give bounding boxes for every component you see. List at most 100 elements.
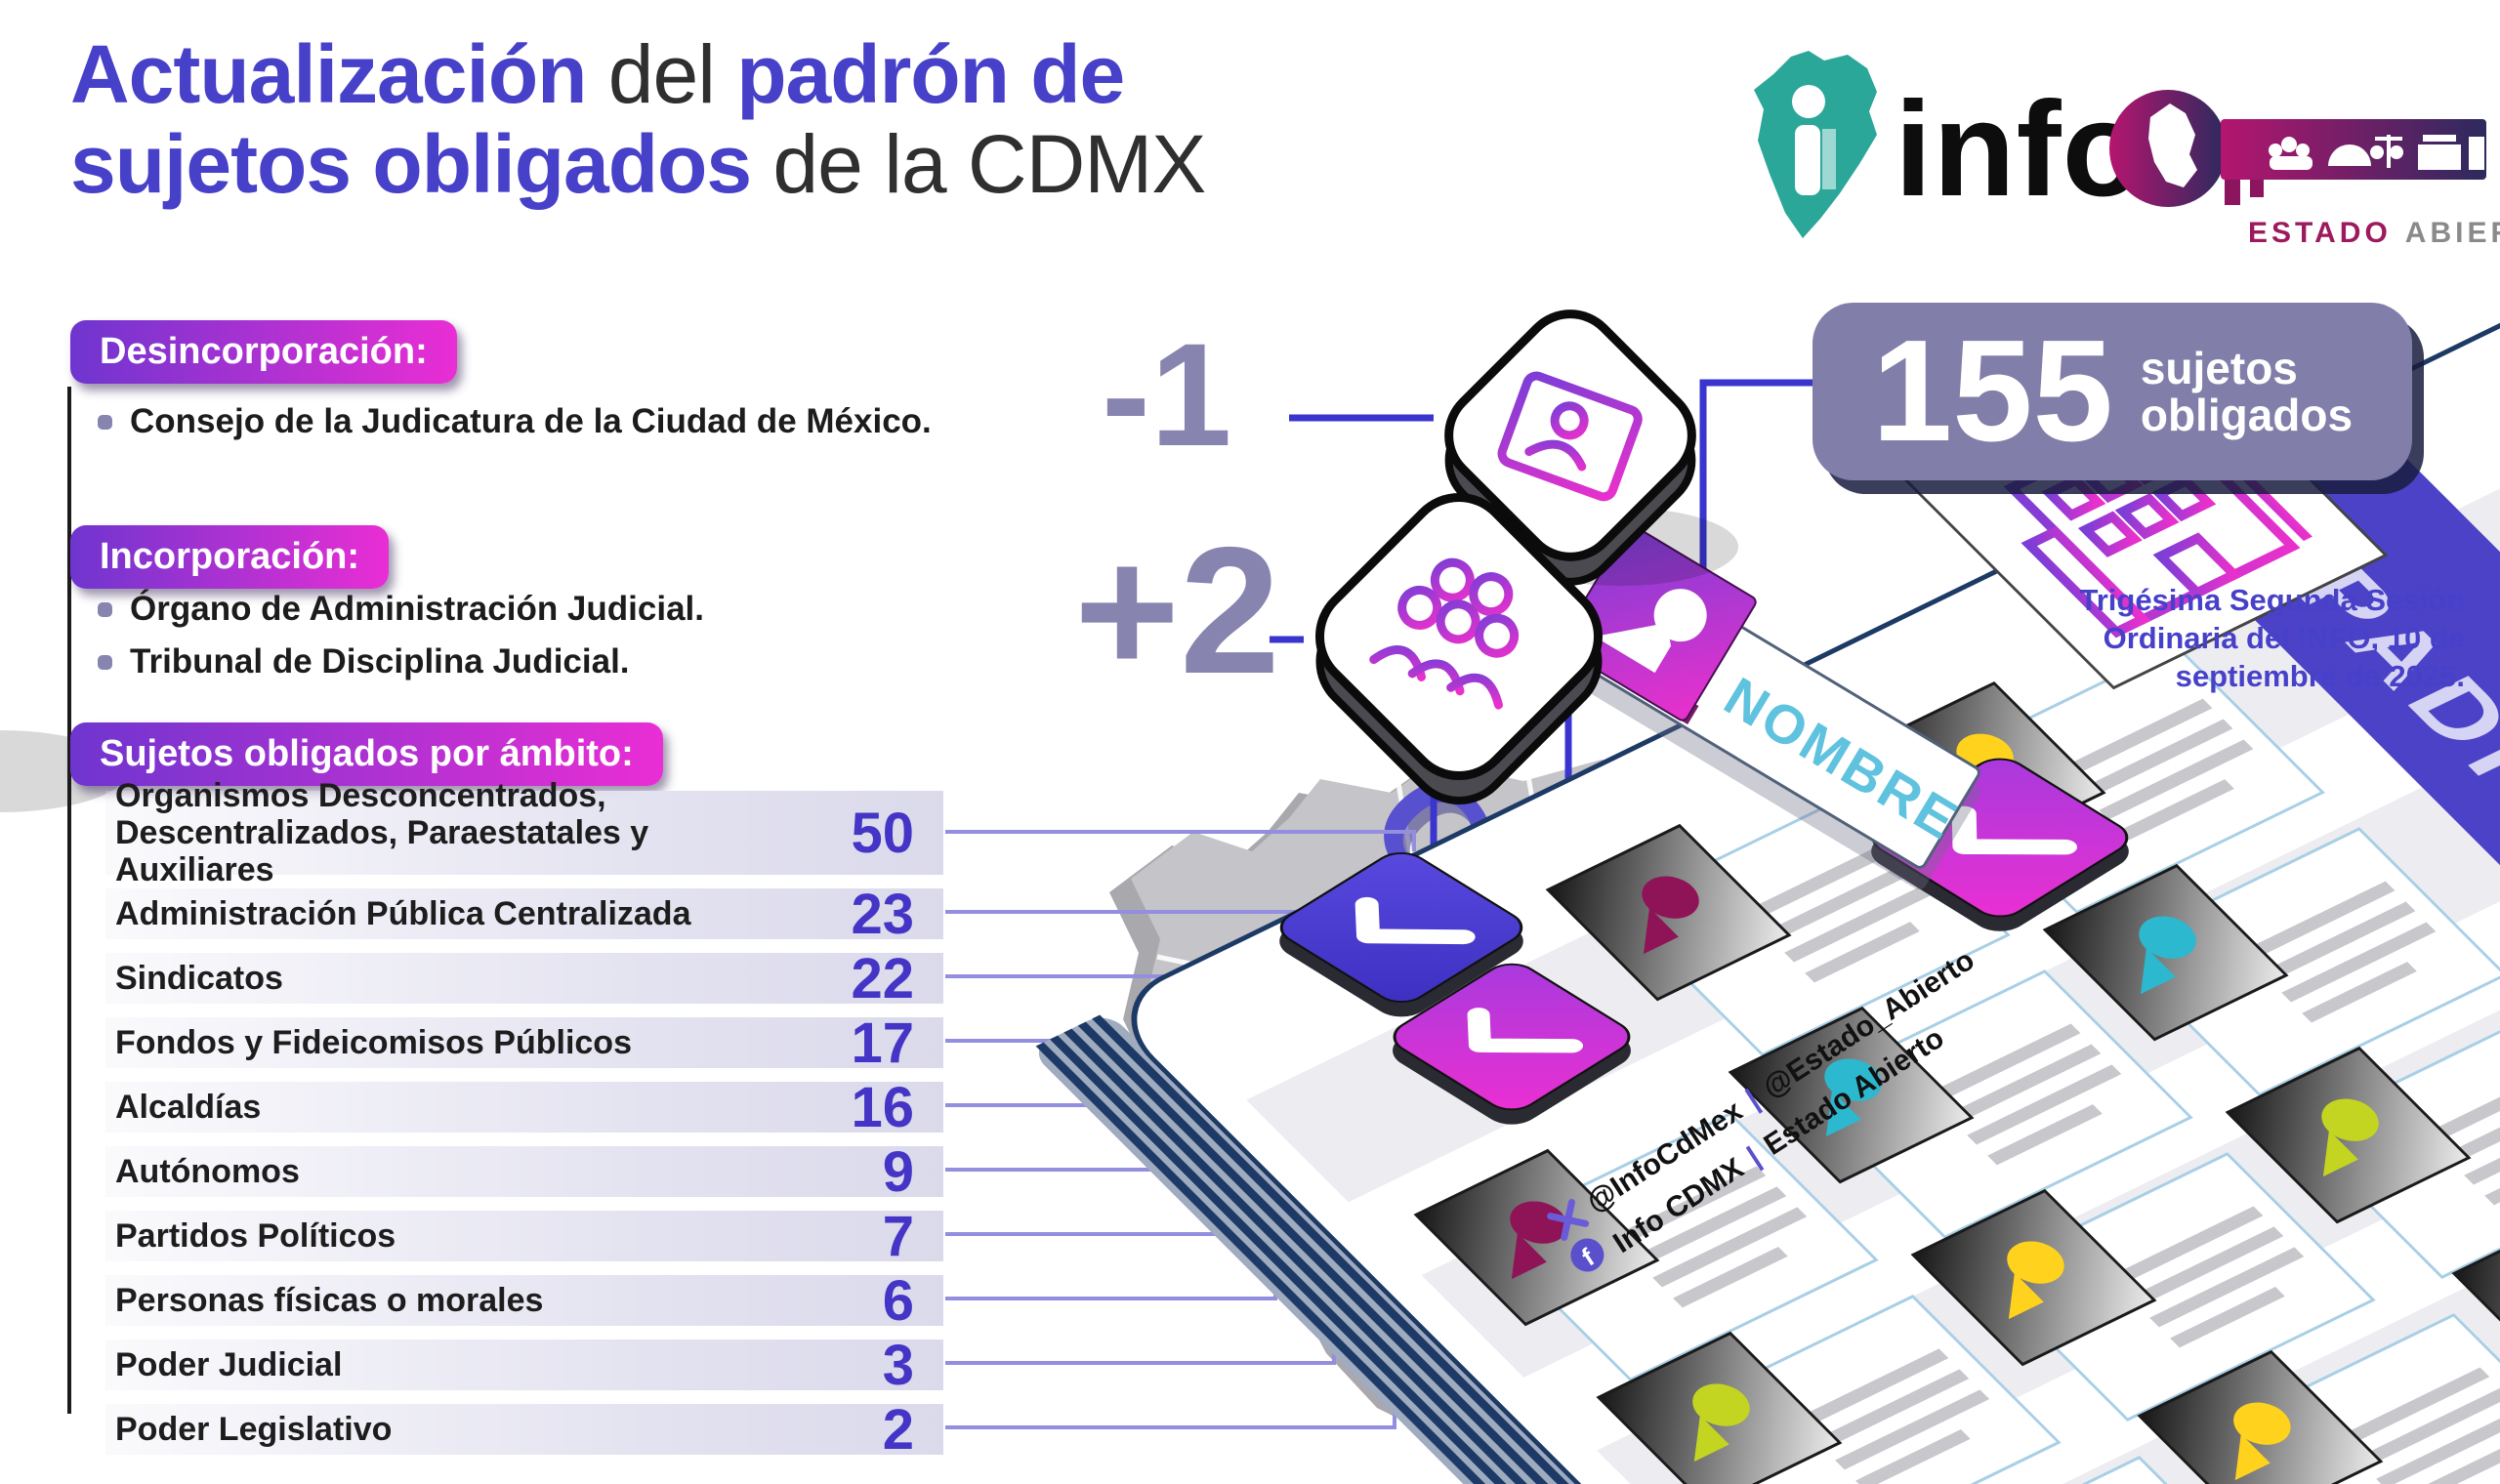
total-label: sujetos obligados [2140,342,2354,440]
desincorporacion-item: Consejo de la Judicatura de la Ciudad de… [98,402,932,441]
person-icon [2007,1241,2064,1320]
people-group-icon [1369,557,1520,710]
item-label: Sindicatos [115,959,283,997]
estado-abierto-logo: ESTADO ABIERTO [2109,90,2500,249]
item-label: Poder Legislativo [115,1410,393,1448]
title-highlight: Actualización [70,28,587,120]
key-tooth [2250,180,2264,197]
estado-label: ESTADO [2248,217,2392,249]
connector-badge-nombre [1699,379,1816,601]
credential-card [2042,827,2500,1097]
book-pages-stack [1035,1014,2014,1484]
photo-id-icon [1497,371,1643,502]
list-item: Autónomos 9 [105,1140,943,1204]
check-icon [1951,805,2077,855]
pill-incorporacion: Incorporación: [70,525,390,589]
delta-minus-one: -1 [1102,312,1232,476]
session-note: Trigésima Segunda Sesión Ordinaria del I… [2079,583,2465,693]
key-city-silhouettes [2269,135,2484,170]
pill-ambito: Sujetos obligados por ámbito: [70,722,663,786]
title-highlight: padrón de [736,28,1125,120]
credential-card [1596,1295,2062,1484]
abierto-label: ABIERTO [2405,217,2500,249]
section-rule [67,387,71,1414]
check-tile-blue [1279,851,1523,1017]
incorporacion-item-text: Órgano de Administración Judicial. [130,590,704,628]
item-value: 16 [851,1075,914,1139]
item-value: 6 [882,1268,914,1333]
list-item: Fondos y Fideicomisos Públicos 17 [105,1011,943,1075]
total-badge: 155 sujetos obligados [1812,303,2412,480]
svg-text:ESTADOABIERTO: ESTADO ABIERTO [2248,217,2500,249]
list-item: Partidos Políticos 7 [105,1205,943,1268]
credential-card [2225,1010,2500,1279]
person-icon [1594,589,1707,674]
credential-card [2137,1313,2500,1484]
desincorporacion-item-text: Consejo de la Judicatura de la Ciudad de… [130,402,932,440]
item-label: Poder Judicial [115,1345,343,1383]
list-item: Sindicatos 22 [105,947,943,1010]
item-label: Personas físicas o morales [115,1281,544,1319]
info-person-head [1792,85,1825,118]
item-value: 17 [851,1010,914,1075]
item-value: 22 [851,946,914,1010]
title-regular: de la CDMX [751,118,1206,211]
credential-card [1413,1112,1879,1381]
person-icon [2139,916,2196,995]
item-value: 23 [851,882,914,946]
x-icon [1547,1199,1590,1241]
credential-card [1728,969,2193,1239]
info-person-body [1795,125,1820,195]
nombre-card: NOMBRE [1558,524,1980,889]
item-value: 9 [882,1139,914,1204]
total-label-line1: sujetos [2140,342,2298,393]
credential-card [1910,1152,2376,1422]
padron-banner [2115,378,2500,1350]
item-value: 3 [882,1333,914,1397]
list-item: Organismos Desconcentrados, Descentraliz… [105,777,943,888]
key-tooth [2225,180,2240,205]
delta-plus-two: +2 [1074,511,1280,712]
total-label-line2: obligados [2140,390,2354,440]
list-item: Personas físicas o morales 6 [105,1269,943,1333]
bullet-dot [98,601,112,617]
title-highlight: sujetos obligados [70,118,752,211]
person-icon [1692,1383,1750,1463]
item-value: 50 [851,801,914,865]
item-label: Partidos Políticos [115,1216,396,1255]
page-title: Actualización del padrón de sujetos obli… [70,29,1750,210]
person-icon [1642,876,1699,955]
list-item: Poder Legislativo 2 [105,1398,943,1462]
item-label: Autónomos [115,1152,300,1190]
bullet-dot [98,414,112,430]
bullet-dot [98,654,112,670]
item-value: 2 [882,1397,914,1462]
info-wordmark: info [1895,74,2146,225]
person-icon [1824,1058,1882,1137]
pill-desincorporacion: Desincorporación: [70,320,457,384]
credential-cards [1413,644,2500,1484]
registry-book: PADRÓN [1035,273,2500,1484]
incorporacion-item-text: Tribunal de Disciplina Judicial. [130,642,630,680]
item-value: 7 [882,1204,914,1268]
list-item: Alcaldías 16 [105,1076,943,1139]
info-logo: info [1754,51,2146,238]
incorporacion-item: Órgano de Administración Judicial. [98,590,704,629]
info-person-shadow [1822,129,1836,189]
person-icon [2321,1098,2379,1177]
person-icon [2233,1402,2291,1481]
item-label: Administración Pública Centralizada [115,894,691,932]
item-label: Organismos Desconcentrados, Descentraliz… [115,776,649,889]
list-item: Administración Pública Centralizada 23 [105,883,943,946]
person-icon [1510,1201,1567,1280]
check-icon [1354,896,1476,945]
item-label: Alcaldías [115,1088,262,1126]
incorporacion-item: Tribunal de Disciplina Judicial. [98,642,630,681]
check-icon [1467,1008,1584,1053]
ambito-list: Organismos Desconcentrados, Descentraliz… [105,777,943,1468]
item-label: Fondos y Fideicomisos Públicos [115,1023,632,1061]
title-regular: del [586,28,737,120]
facebook-icon: f [1570,1238,1604,1272]
total-value: 155 [1871,310,2113,472]
